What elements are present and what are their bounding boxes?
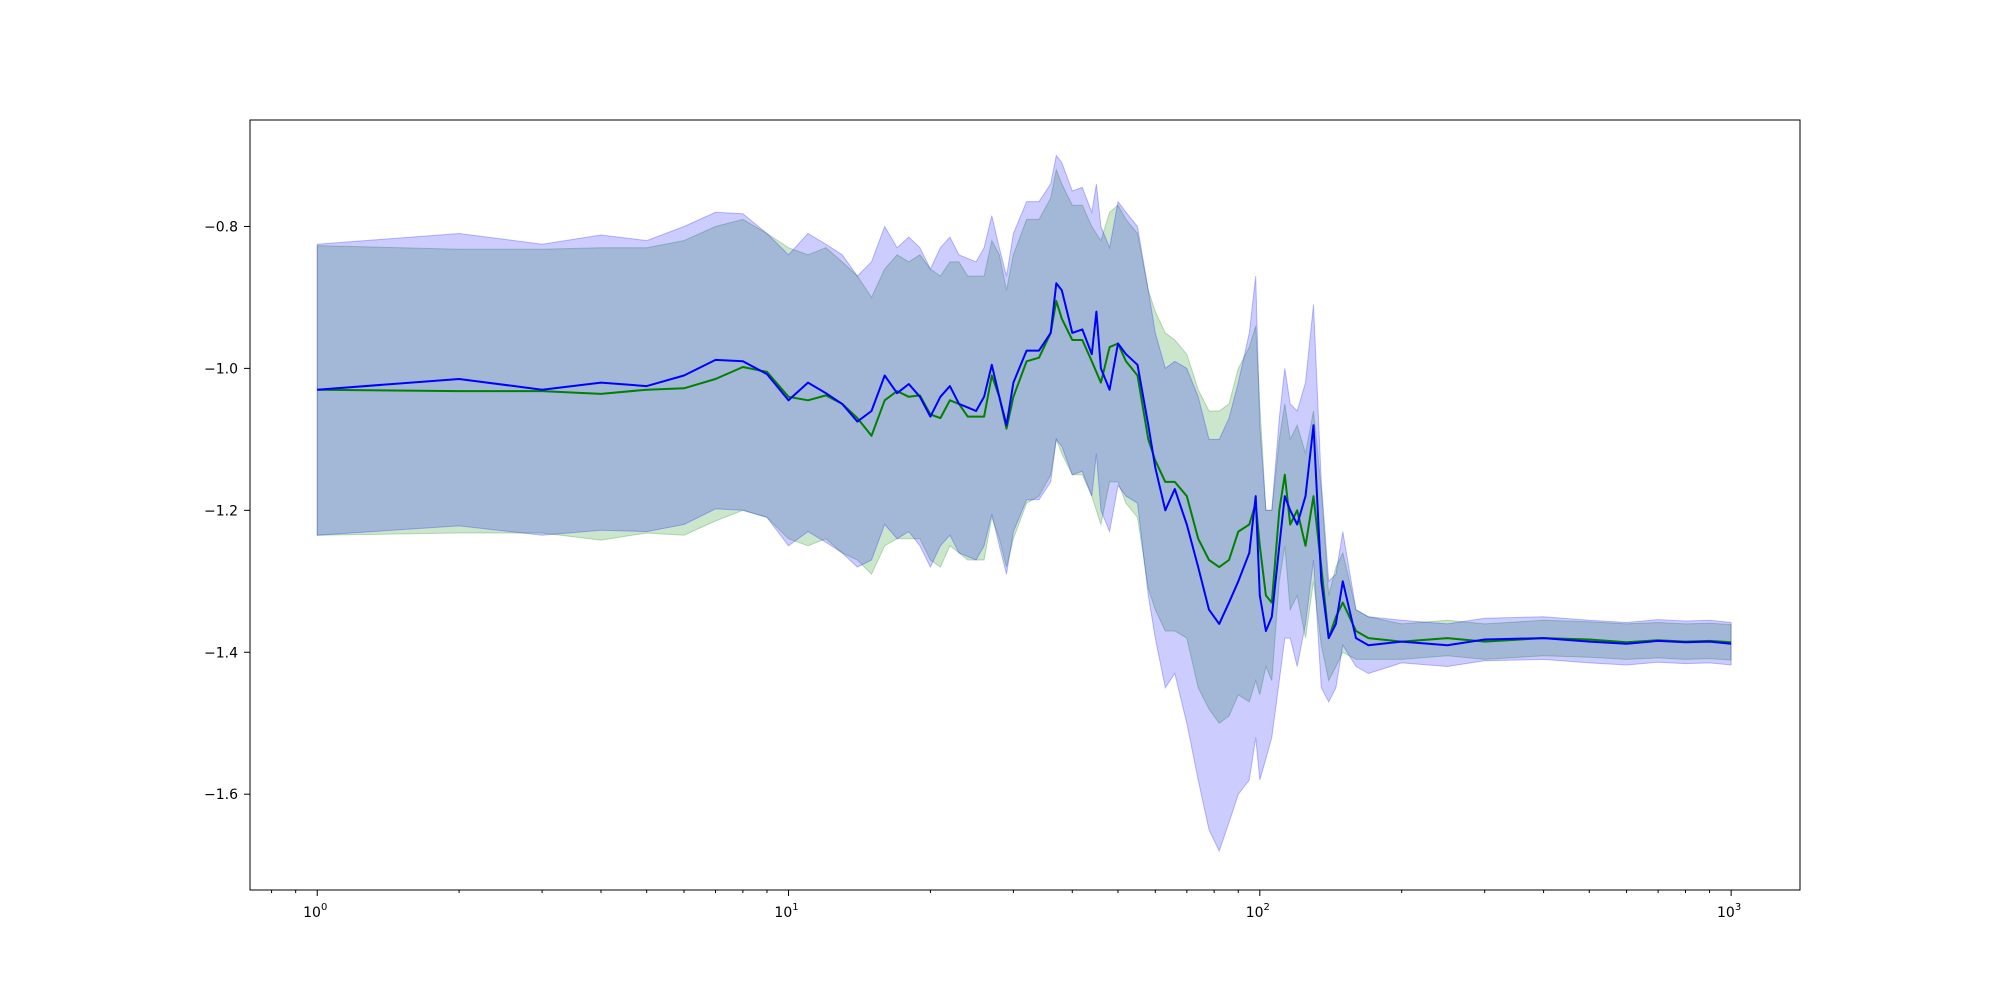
- y-tick-label: −1.0: [204, 361, 238, 377]
- y-tick-label: −1.4: [204, 645, 238, 661]
- x-tick-base: 10: [774, 905, 792, 921]
- x-tick-exponent: 2: [1264, 902, 1270, 913]
- series-lines: [317, 282, 1732, 647]
- x-tick-exponent: 3: [1735, 902, 1741, 913]
- x-tick-base: 10: [1717, 905, 1735, 921]
- y-tick-label: −0.8: [204, 219, 238, 235]
- x-tick-exponent: 0: [321, 902, 327, 913]
- y-tick-label: −1.6: [204, 787, 238, 803]
- x-tick-label: 100: [303, 902, 327, 921]
- series-2-band: [316, 154, 1732, 853]
- x-tick-base: 10: [1246, 905, 1264, 921]
- plot-frame: [249, 119, 1801, 891]
- x-tick-label: 103: [1717, 902, 1741, 921]
- confidence-bands: [316, 154, 1732, 853]
- x-tick-exponent: 1: [792, 902, 798, 913]
- x-tick-label: 102: [1246, 902, 1270, 921]
- series-1-band: [316, 167, 1732, 724]
- y-axis: −0.8 −1.0 −1.2 −1.4 −1.6: [204, 219, 250, 803]
- x-tick-base: 10: [303, 905, 321, 921]
- x-axis: 100 101 102 103: [271, 890, 1741, 921]
- y-tick-label: −1.2: [204, 503, 238, 519]
- x-tick-label: 101: [774, 902, 798, 921]
- series-2-line: [317, 282, 1732, 647]
